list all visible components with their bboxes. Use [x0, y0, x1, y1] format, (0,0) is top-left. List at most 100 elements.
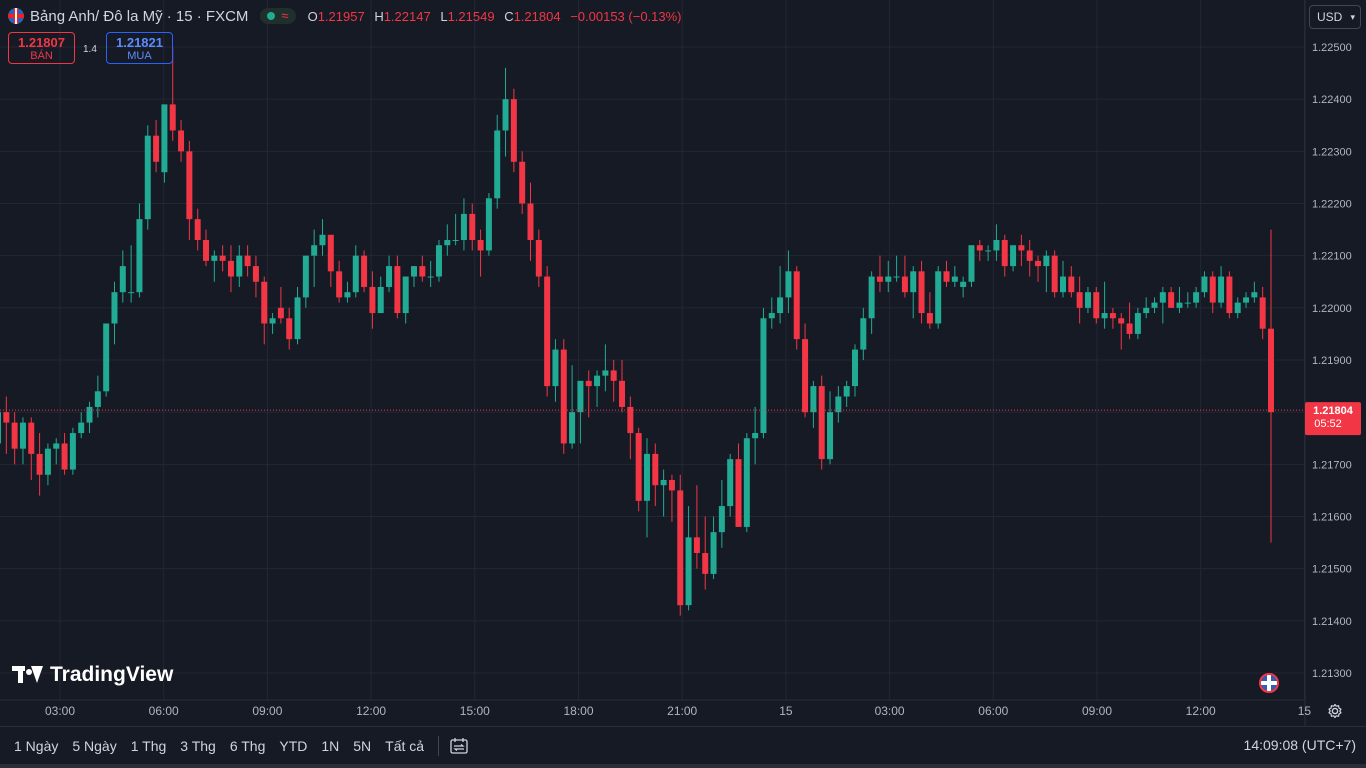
- candle-body: [718, 506, 725, 533]
- bottom-toolbar: 1 Ngày 5 Ngày 1 Thg 3 Thg 6 Thg YTD 1N 5…: [0, 726, 1366, 765]
- candle-body: [28, 422, 35, 454]
- candle-body: [211, 255, 218, 261]
- candle-body: [685, 537, 692, 606]
- range-3m[interactable]: 3 Thg: [180, 738, 216, 754]
- candle-body: [11, 422, 18, 449]
- candle-body: [1035, 260, 1042, 267]
- candle-body: [1059, 276, 1066, 293]
- utc-clock[interactable]: 14:09:08 (UTC+7): [1243, 737, 1356, 753]
- candle-body: [544, 276, 551, 387]
- high-label: H: [374, 8, 384, 24]
- candle-body: [1010, 245, 1017, 267]
- market-status-pill[interactable]: ≈: [260, 8, 296, 24]
- candle-body: [1043, 255, 1050, 267]
- range-all[interactable]: Tất cả: [385, 738, 425, 754]
- buy-price: 1.21821: [116, 35, 163, 50]
- candle-body: [386, 266, 393, 287]
- candle-body: [244, 255, 251, 267]
- candle-body: [161, 104, 168, 173]
- candle-body: [943, 271, 950, 282]
- price-tick-label: 1.21600: [1312, 512, 1352, 524]
- range-ytd[interactable]: YTD: [279, 738, 308, 754]
- candle-body: [910, 271, 917, 293]
- candle-body: [735, 459, 742, 527]
- price-tick-label: 1.22000: [1312, 303, 1352, 315]
- candle-body: [485, 198, 492, 251]
- bar-countdown: 05:52: [1314, 418, 1342, 430]
- price-tick-label: 1.22300: [1312, 146, 1352, 158]
- range-1y[interactable]: 1N: [321, 738, 340, 754]
- symbol-title[interactable]: Bảng Anh/ Đô la Mỹ · 15 · FXCM: [30, 7, 249, 25]
- candle-body: [527, 203, 534, 241]
- range-5d[interactable]: 5 Ngày: [72, 738, 117, 754]
- candle-body: [369, 286, 376, 314]
- candle-body: [1201, 276, 1208, 293]
- candle-body: [1084, 292, 1091, 308]
- price-tick-label: 1.22400: [1312, 94, 1352, 106]
- candle-body: [1184, 302, 1191, 304]
- candle-body: [951, 276, 958, 282]
- currency-select[interactable]: USD ▾: [1309, 5, 1361, 29]
- candle-body: [851, 349, 858, 387]
- candle-body: [311, 245, 318, 256]
- high-value: 1.22147: [383, 8, 431, 24]
- buy-button[interactable]: 1.21821 MUA: [106, 32, 173, 64]
- candle-body: [768, 313, 775, 319]
- candle-body: [286, 318, 293, 340]
- candle-body: [427, 276, 434, 278]
- candle-body: [1176, 302, 1183, 308]
- chevron-down-icon: ▾: [1350, 11, 1355, 22]
- candle-body: [960, 281, 967, 287]
- gear-icon[interactable]: [1327, 703, 1343, 719]
- candle-body: [136, 219, 143, 293]
- range-1d[interactable]: 1 Ngày: [14, 738, 59, 754]
- candle-body: [1251, 292, 1258, 298]
- price-tick-label: 1.22100: [1312, 251, 1352, 263]
- sell-button[interactable]: 1.21807 BÁN: [8, 32, 75, 64]
- candle-body: [935, 271, 942, 324]
- spread-value: 1.4: [83, 44, 97, 55]
- range-5y[interactable]: 5N: [353, 738, 372, 754]
- candle-body: [976, 245, 983, 251]
- candle-body: [1234, 302, 1241, 314]
- candle-body: [627, 406, 634, 434]
- candle-body: [602, 370, 609, 376]
- candle-body: [868, 276, 875, 319]
- candle-body: [411, 266, 418, 277]
- candle-body: [885, 276, 892, 282]
- candle-body: [818, 386, 825, 460]
- time-tick-label: 15:00: [460, 704, 490, 718]
- candle-body: [752, 433, 759, 439]
- time-tick-label: 12:00: [356, 704, 386, 718]
- date-range-icon[interactable]: [449, 737, 469, 755]
- range-1m[interactable]: 1 Thg: [130, 738, 167, 754]
- candle-body: [352, 255, 359, 293]
- candle-body: [918, 271, 925, 314]
- range-6m[interactable]: 6 Thg: [229, 738, 266, 754]
- candle-body: [1134, 313, 1141, 334]
- candle-body: [3, 412, 10, 423]
- candle-body: [693, 537, 700, 554]
- candle-body: [1126, 323, 1133, 334]
- candle-body: [452, 240, 459, 242]
- price-tick-label: 1.21500: [1312, 564, 1352, 576]
- candle-body: [435, 245, 442, 277]
- candle-body: [1001, 240, 1008, 267]
- candle-body: [585, 380, 592, 387]
- candle-body: [277, 307, 284, 319]
- candle-body: [19, 422, 26, 449]
- price-chart[interactable]: 1.22500 1.22400 1.22300 1.22200 1.22100 1.220…: [0, 0, 1366, 726]
- candle-body: [843, 386, 850, 397]
- uk-session-flag-icon[interactable]: [1259, 673, 1279, 693]
- last-price-badge-bg: [1305, 402, 1361, 436]
- candle-body: [1218, 276, 1225, 303]
- tradingview-logo[interactable]: TradingView: [12, 663, 173, 687]
- candle-body: [1026, 250, 1033, 261]
- candle-body: [186, 151, 193, 220]
- candle-body: [236, 255, 243, 277]
- price-tick-label: 1.21900: [1312, 355, 1352, 367]
- candle-body: [1159, 292, 1166, 303]
- price-tick-label: 1.22200: [1312, 199, 1352, 211]
- candle-body: [1243, 297, 1250, 303]
- time-tick-label: 18:00: [563, 704, 593, 718]
